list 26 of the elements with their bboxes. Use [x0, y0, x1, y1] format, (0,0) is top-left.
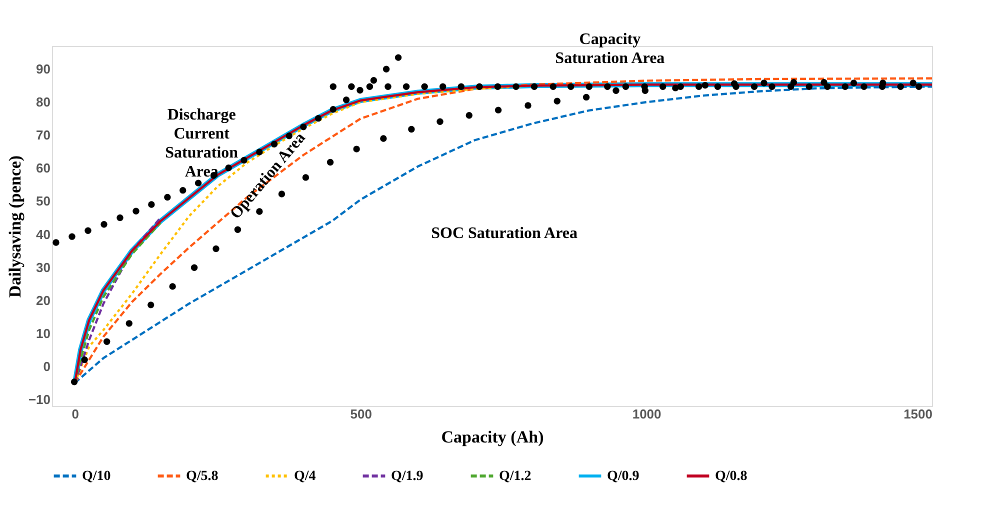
legend-label: Q/5.8: [186, 469, 218, 484]
legend-label: Q/0.9: [607, 469, 640, 484]
x-tick-label: 1000: [632, 406, 662, 422]
legend-label: Q/4: [294, 469, 316, 484]
legend-label: Q/1.9: [391, 469, 424, 484]
y-tick-label: 50: [36, 194, 50, 209]
x-axis-title: Capacity (Ah): [441, 428, 544, 446]
y-tick-label: 60: [36, 160, 50, 176]
legend-label: Q/0.8: [715, 469, 748, 484]
x-tick-label: 0: [72, 406, 79, 422]
y-tick-label: 90: [36, 62, 50, 77]
y-tick-label: 70: [36, 128, 50, 143]
y-tick-label: 20: [36, 292, 50, 308]
annotation: SOC Saturation Area: [431, 225, 578, 242]
y-tick-label: 0: [43, 358, 50, 374]
y-tick-label: 40: [36, 226, 50, 242]
y-tick-label: −10: [28, 392, 50, 407]
x-tick-label: 500: [350, 406, 372, 422]
y-tick-label: 10: [36, 326, 50, 341]
legend-label: Q/10: [82, 469, 111, 484]
legend-label: Q/1.2: [499, 469, 532, 484]
y-tick-label: 80: [36, 94, 50, 110]
annotation: Capacity Saturation Area: [555, 30, 665, 67]
x-tick-label: 1500: [904, 406, 932, 422]
y-axis-title: Dailysaving (pence): [5, 155, 24, 298]
y-tick-label: 30: [36, 260, 50, 275]
